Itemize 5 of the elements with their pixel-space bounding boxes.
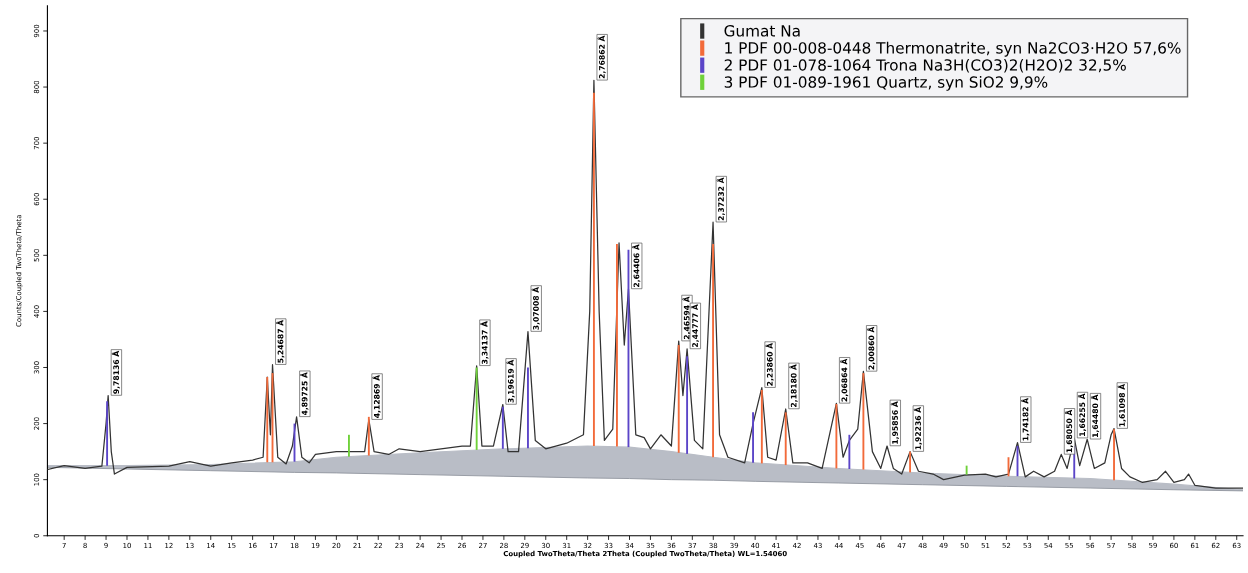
- legend-label: 1 PDF 00-008-0448 Thermonatrite, syn Na2CO3·H2O 57,6%: [725, 41, 1181, 57]
- line-series: [47, 466, 1244, 492]
- legend-label: Gumat Na: [724, 25, 800, 37]
- legend-label: 3 PDF 01-089-1961 Quartz, syn SiO2 9,9%: [724, 76, 1048, 91]
- legend-label: 2 PDF 01-078-1064 Trona Na3H(CO3)2(H2O)2 32,5%: [724, 58, 1126, 73]
